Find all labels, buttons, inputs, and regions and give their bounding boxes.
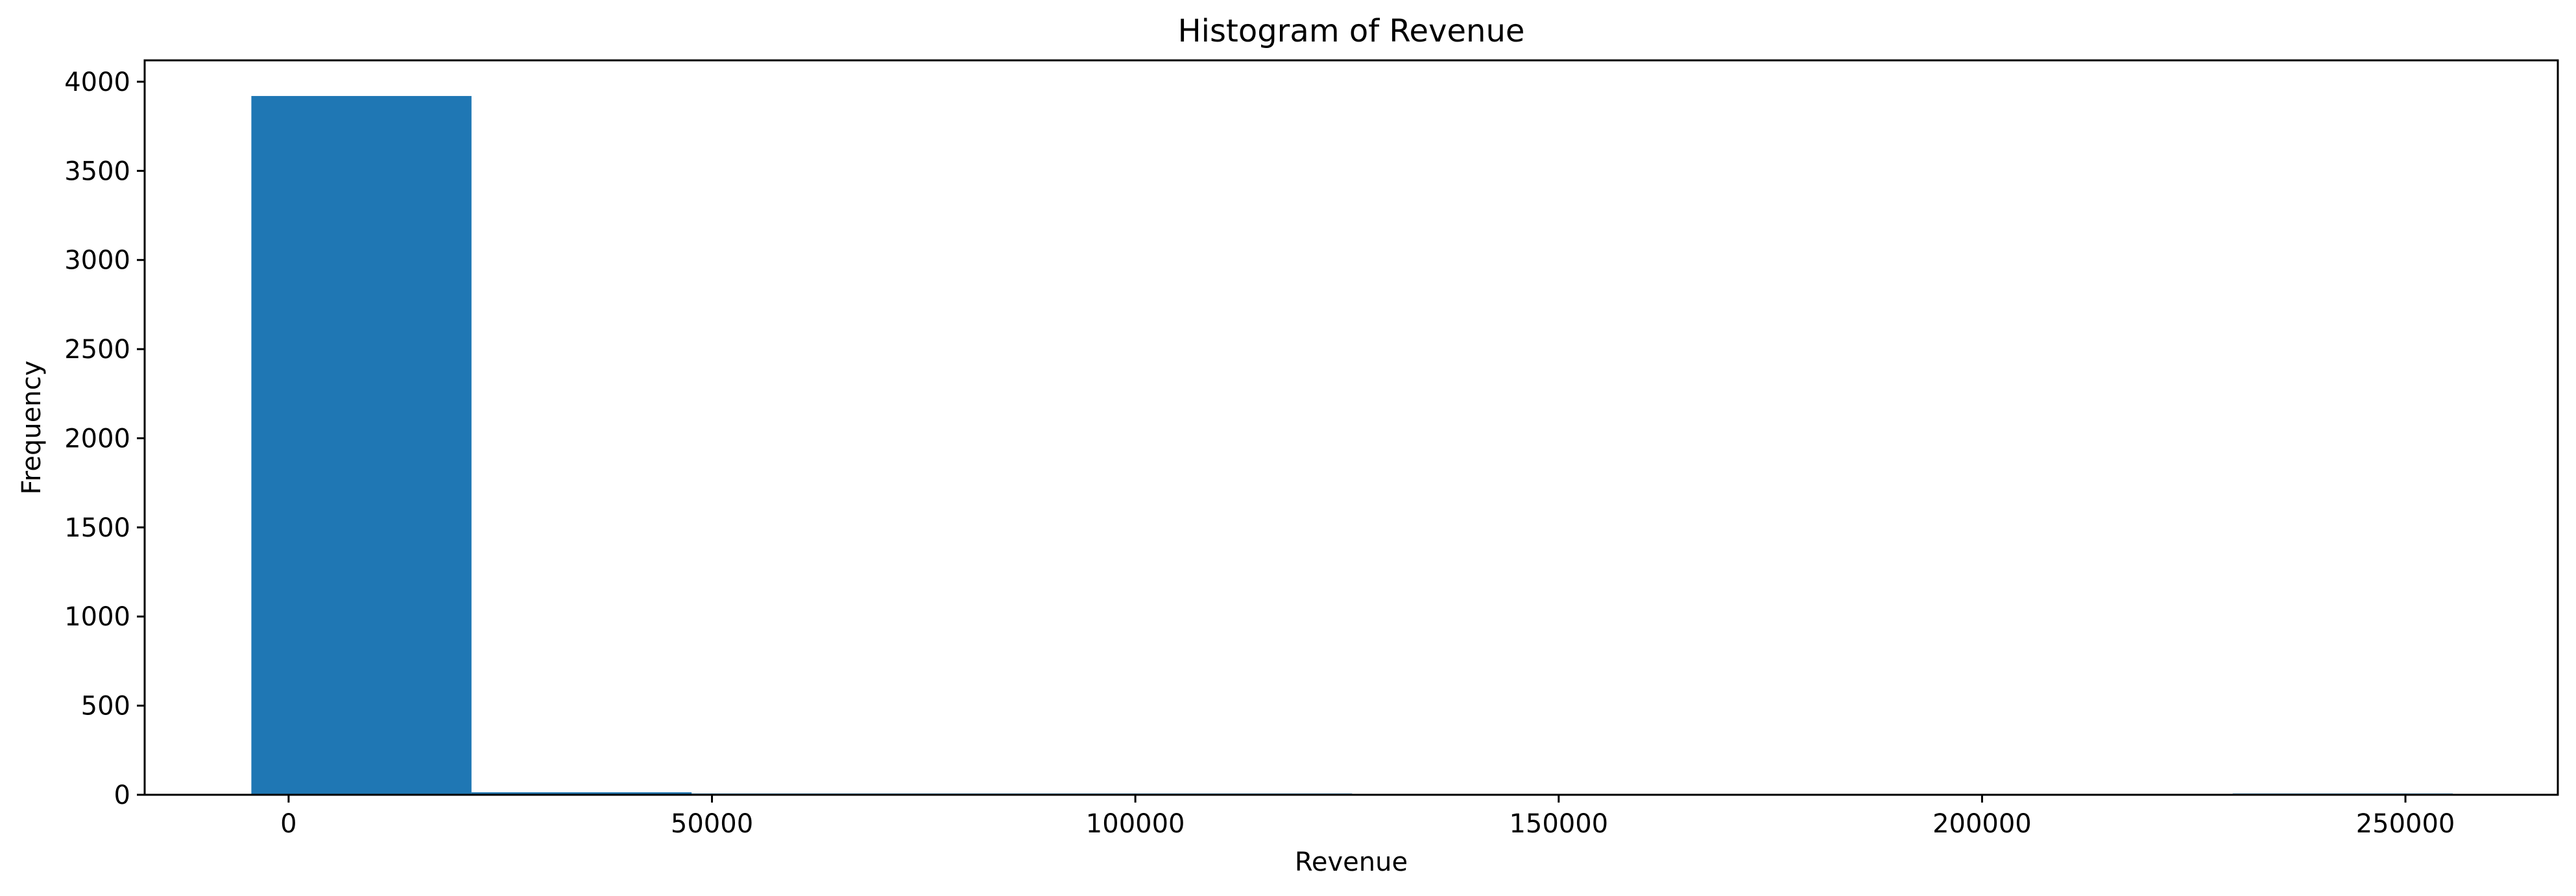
y-tick-label: 1000: [64, 602, 130, 632]
x-tick-label: 150000: [1509, 809, 1608, 839]
x-tick-label: 250000: [2356, 809, 2455, 839]
y-tick-label: 500: [81, 692, 130, 721]
y-tick-label: 3500: [64, 156, 130, 186]
y-tick-label: 2000: [64, 424, 130, 454]
y-tick-label: 0: [114, 781, 130, 810]
histogram-bar: [471, 792, 692, 795]
histogram-bars: [251, 95, 2453, 795]
histogram-bar: [251, 95, 472, 795]
x-axis: 0 50000 100000 150000 200000 250000: [280, 795, 2455, 839]
x-tick-label: 0: [280, 809, 296, 839]
plot-frame: [143, 59, 2559, 796]
y-axis: 0 500 1000 1500 2000 2500 3000 3500 4000: [64, 67, 145, 810]
y-tick-label: 2500: [64, 335, 130, 365]
x-tick-label: 50000: [671, 809, 753, 839]
y-tick-label: 1500: [64, 513, 130, 543]
x-axis-label: Revenue: [1295, 847, 1408, 877]
chart-title: Histogram of Revenue: [1178, 13, 1525, 49]
y-tick-label: 4000: [64, 67, 130, 97]
y-tick-label: 3000: [64, 246, 130, 276]
x-tick-label: 200000: [1932, 809, 2032, 839]
y-axis-label: Frequency: [17, 361, 47, 495]
x-tick-label: 100000: [1086, 809, 1185, 839]
